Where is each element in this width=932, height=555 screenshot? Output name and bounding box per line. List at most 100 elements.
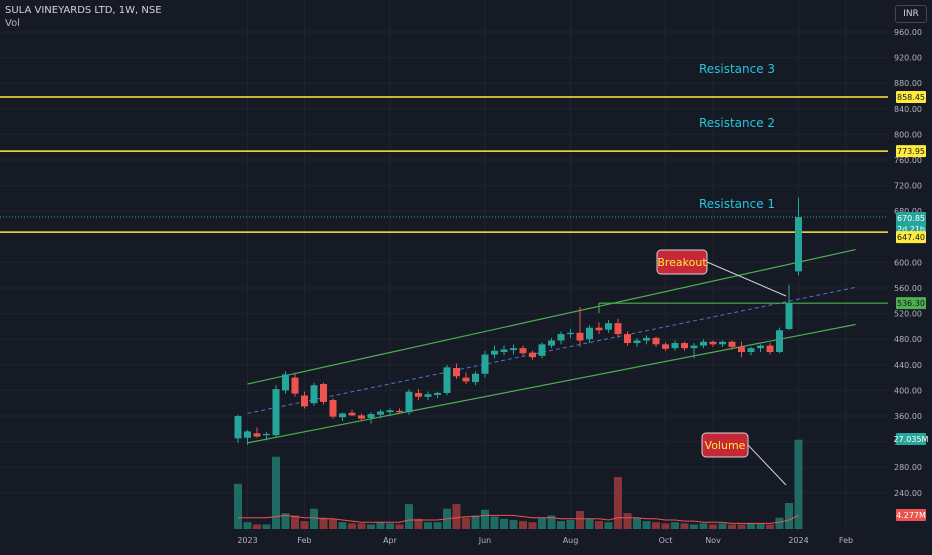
candle-body xyxy=(653,338,660,344)
candle-body xyxy=(558,334,565,340)
currency-button[interactable]: INR xyxy=(895,5,927,23)
candle-body xyxy=(254,433,261,436)
volume-bar xyxy=(472,515,480,529)
candle-body xyxy=(672,343,679,348)
volume-bar xyxy=(462,518,470,529)
volume-bar xyxy=(310,509,318,529)
volume-bar xyxy=(690,524,698,529)
volume-bar xyxy=(291,515,299,529)
candle-body xyxy=(472,374,479,382)
volume-bar xyxy=(728,524,736,529)
candle-body xyxy=(710,342,717,345)
resistance-label: Resistance 1 xyxy=(699,197,775,211)
candle-body xyxy=(425,394,432,397)
volume-bar xyxy=(244,522,252,529)
volume-bar xyxy=(671,522,679,529)
y-tick-label: 840.00 xyxy=(894,105,922,114)
candle-body xyxy=(767,346,774,352)
volume-bar xyxy=(491,517,499,529)
y-tick-label: 360.00 xyxy=(894,412,922,421)
candle-body xyxy=(273,389,280,435)
candle-body xyxy=(387,410,394,412)
x-tick-label: Feb xyxy=(839,536,853,545)
volume-bar xyxy=(614,477,622,529)
candle-body xyxy=(729,342,736,347)
volume-bar xyxy=(367,524,375,529)
volume-bar xyxy=(595,521,603,529)
candle-body xyxy=(434,393,441,395)
volume-bar xyxy=(785,503,793,529)
volume-bar xyxy=(481,510,489,529)
volume-bar xyxy=(519,521,527,529)
volume-bar xyxy=(652,522,660,529)
candle-body xyxy=(586,328,593,340)
candle-body xyxy=(406,392,413,412)
candle-body xyxy=(501,349,508,352)
symbol-title[interactable]: SULA VINEYARDS LTD, 1W, NSE xyxy=(5,5,162,16)
volume-indicator-label[interactable]: Vol xyxy=(5,18,20,29)
candle-body xyxy=(567,333,574,334)
candle-body xyxy=(349,413,356,416)
x-tick-label: Aug xyxy=(563,536,579,545)
y-tick-label: 880.00 xyxy=(894,79,922,88)
x-tick-label: 2024 xyxy=(788,536,808,545)
candle-body xyxy=(520,348,527,353)
candle-body xyxy=(320,384,327,402)
candle-body xyxy=(510,348,517,350)
volume-bar xyxy=(766,524,774,529)
candle-body xyxy=(244,431,251,437)
y-tick-label: 400.00 xyxy=(894,386,922,395)
volume-bar xyxy=(747,523,755,529)
y-tick-label: 560.00 xyxy=(894,284,922,293)
volume-bar xyxy=(567,520,575,529)
volume-bar xyxy=(529,522,537,529)
candle-body xyxy=(662,344,669,348)
volume-tag: 27.035M xyxy=(894,435,929,444)
volume-ma-tag: 4.277M xyxy=(896,511,926,520)
price-axis[interactable]: 960.00920.00880.00840.00800.00760.00720.… xyxy=(888,0,932,532)
candle-body xyxy=(292,378,299,394)
candle-body xyxy=(311,385,318,403)
candle-body xyxy=(624,334,631,343)
candle-body xyxy=(482,355,489,374)
volume-bar xyxy=(234,484,242,529)
candle-body xyxy=(453,368,460,376)
volume-bar xyxy=(405,504,413,529)
volume-bar xyxy=(396,524,404,529)
candle-body xyxy=(700,342,707,346)
volume-bar xyxy=(377,522,385,529)
price-tag-breakout: 536.30 xyxy=(897,299,925,308)
candle-body xyxy=(263,434,270,435)
volume-bar xyxy=(358,523,366,529)
price-tag-r2: 773.95 xyxy=(897,147,925,156)
y-tick-label: 600.00 xyxy=(894,258,922,267)
volume-bar xyxy=(510,520,518,529)
volume-bar xyxy=(719,523,727,529)
price-tag-r3: 858.45 xyxy=(897,93,925,102)
y-tick-label: 720.00 xyxy=(894,182,922,191)
volume-bar xyxy=(681,523,689,529)
price-tag-last: 670.85 xyxy=(897,214,925,223)
y-tick-label: 520.00 xyxy=(894,310,922,319)
volume-bar xyxy=(348,523,356,529)
volume-bar xyxy=(434,522,442,529)
candle-body xyxy=(738,347,745,352)
candle-body xyxy=(681,343,688,348)
volume-bar xyxy=(320,518,328,529)
x-tick-label: Apr xyxy=(383,536,398,545)
candle-body xyxy=(377,412,384,415)
candle-body xyxy=(757,346,764,349)
volume-bar xyxy=(272,457,280,529)
volume-bar xyxy=(700,523,708,529)
resistance-label: Resistance 3 xyxy=(699,62,775,76)
candle-body xyxy=(615,323,622,334)
candle-body xyxy=(444,367,451,393)
candle-body xyxy=(463,378,470,382)
candle-body xyxy=(368,414,375,418)
candle-body xyxy=(719,342,726,345)
volume-callout-label: Volume xyxy=(705,439,746,452)
volume-bar xyxy=(586,519,594,529)
